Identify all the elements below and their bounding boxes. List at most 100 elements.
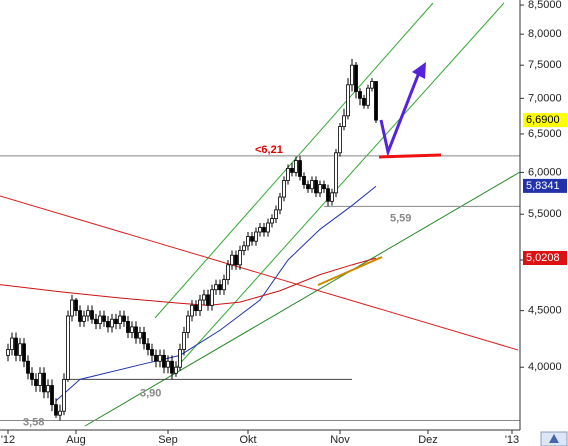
- candle-body: [178, 349, 182, 368]
- candle-body: [258, 227, 262, 233]
- candle-body: [206, 294, 210, 306]
- candle-body: [286, 168, 290, 181]
- candle-body: [138, 332, 142, 339]
- candle-body: [22, 343, 26, 362]
- candle-body: [282, 180, 286, 198]
- candle-body: [38, 372, 42, 386]
- candle-body: [334, 152, 338, 194]
- support-line: [84, 171, 521, 427]
- candle-body: [102, 315, 106, 322]
- candle-body: [154, 354, 158, 362]
- candle-body: [142, 332, 146, 345]
- candle-body: [186, 315, 190, 333]
- candle-body: [170, 360, 174, 374]
- candle-body: [210, 289, 214, 306]
- candle-body: [74, 299, 78, 312]
- candle-body: [314, 180, 318, 194]
- candle-body: [118, 315, 122, 325]
- x-tick-label: Dez: [418, 434, 438, 446]
- level-label: 3,90: [140, 387, 161, 399]
- moving-average: [0, 257, 377, 306]
- candle-body: [6, 349, 10, 356]
- level-label: 3,58: [23, 416, 44, 428]
- candle-body: [106, 321, 110, 328]
- y-tick-label: 4,0000: [528, 361, 562, 373]
- candle-body: [294, 160, 298, 173]
- trendlines: [0, 2, 521, 427]
- candle-body: [194, 304, 198, 312]
- level-label: <6,21: [255, 144, 283, 156]
- candle-body: [86, 310, 90, 317]
- candle-body: [370, 81, 374, 89]
- candle-body: [58, 410, 62, 416]
- candle-body: [146, 343, 150, 350]
- y-tick-label: 7,5000: [528, 59, 562, 71]
- candle-body: [62, 378, 66, 412]
- candle-body: [362, 97, 366, 106]
- candle-body: [246, 236, 250, 247]
- candle-body: [274, 209, 278, 219]
- candle-body: [262, 227, 266, 233]
- x-tick-label: Aug: [66, 434, 86, 446]
- candle-body: [218, 284, 222, 291]
- x-tick-label: Sep: [158, 434, 178, 446]
- candle-body: [130, 326, 134, 333]
- y-tick-label: 8,0000: [528, 28, 562, 40]
- price-tag-label: 5,8341: [526, 180, 560, 192]
- candle-body: [338, 126, 342, 154]
- candle-body: [226, 264, 230, 281]
- price-tag: [523, 251, 567, 266]
- candle-body: [166, 360, 170, 368]
- channel-line: [175, 2, 505, 369]
- y-tick-label: 6,5000: [528, 128, 562, 140]
- y-tick-label: 6,0000: [528, 166, 562, 178]
- candle-body: [162, 354, 166, 368]
- candle-body: [254, 231, 258, 242]
- candle-body: [290, 168, 294, 173]
- x-tick-label: '12: [1, 434, 15, 446]
- x-tick-label: '13: [505, 434, 519, 446]
- candle-body: [50, 385, 54, 406]
- price-tag: [523, 113, 567, 128]
- candle-body: [342, 115, 346, 128]
- forecast-arrow: [379, 69, 422, 158]
- candle-body: [190, 304, 194, 317]
- highlight-line: [317, 256, 383, 286]
- candle-body: [354, 64, 358, 92]
- candle-body: [82, 315, 86, 322]
- candle-body: [42, 372, 46, 393]
- candle-body: [182, 332, 186, 350]
- candle-body: [230, 254, 234, 266]
- y-tick-label: 5,5000: [528, 208, 562, 220]
- candle-body: [174, 366, 178, 374]
- candle-body: [54, 404, 58, 416]
- candle-body: [346, 84, 350, 117]
- candle-body: [298, 160, 302, 177]
- candle-body: [10, 337, 14, 350]
- candle-body: [250, 236, 254, 242]
- candle-body: [278, 196, 282, 211]
- resistance-line: [0, 195, 519, 351]
- y-tick-label: 8,5000: [528, 0, 562, 11]
- candle-body: [214, 284, 218, 291]
- plot: <6,21 5,59 3,90 3,58: [0, 58, 520, 428]
- candle-body: [330, 192, 334, 202]
- candle-body: [350, 64, 354, 86]
- price-tag: [523, 178, 567, 193]
- candle-body: [126, 321, 130, 333]
- candle-body: [150, 349, 154, 356]
- candle-body: [66, 315, 70, 380]
- arrow-head: [412, 62, 426, 79]
- candle-body: [242, 245, 246, 251]
- candle-body: [78, 310, 82, 322]
- candle-body: [310, 180, 314, 190]
- candle-body: [318, 184, 322, 194]
- candle-body: [34, 378, 38, 386]
- candle-body: [122, 315, 126, 322]
- x-tick-label: Nov: [330, 434, 350, 446]
- channel-line: [154, 2, 434, 319]
- candle-body: [306, 184, 310, 190]
